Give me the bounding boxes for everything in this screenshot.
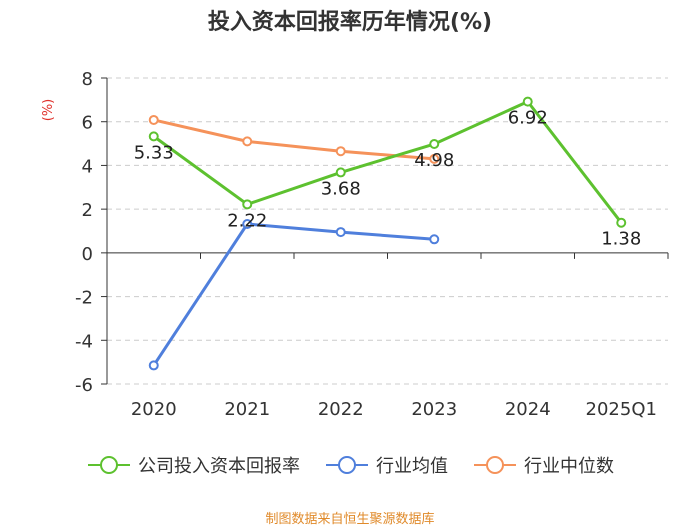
grid-layer [107, 77, 668, 385]
y-tick-label: -2 [75, 288, 93, 309]
data-label: 6.92 [508, 108, 548, 129]
legend-label: 行业均值 [376, 456, 448, 477]
data-point [429, 234, 440, 245]
legend-label: 公司投入资本回报率 [138, 456, 300, 477]
legend-item[interactable]: 行业中位数 [472, 452, 614, 478]
legend-item[interactable]: 公司投入资本回报率 [86, 452, 300, 478]
data-point [335, 146, 346, 157]
x-tick-label: 2023 [411, 399, 457, 420]
data-label: 2.22 [227, 210, 267, 231]
chart-title: 投入资本回报率历年情况(%) [207, 10, 493, 35]
data-label: 3.68 [321, 178, 361, 199]
legend-swatch-icon [474, 456, 516, 474]
legend-label: 行业中位数 [524, 456, 614, 477]
source-note: 制图数据来自恒生聚源数据库 [265, 512, 435, 527]
data-label: 1.38 [601, 229, 641, 250]
data-point [148, 360, 159, 371]
y-tick-label: 8 [82, 69, 93, 90]
data-point [148, 131, 159, 142]
x-tick-label: 2020 [131, 399, 177, 420]
series-line [153, 118, 435, 161]
y-tick-label: 4 [82, 156, 93, 177]
x-tick-label: 2024 [505, 399, 551, 420]
data-point [429, 153, 440, 164]
series-line [152, 222, 435, 367]
data-point [242, 136, 253, 147]
line-chart: 8 6 4 2 0 -2 -4 -6 2020 2021 2022 2023 2024 2025Q1 5.… [41, 69, 669, 420]
data-label-layer: 5.33 2.22 3.68 4.98 6.92 1.38 [134, 108, 642, 250]
y-tick-label: -6 [75, 375, 93, 396]
y-tick-label: 6 [82, 113, 93, 134]
x-tick-label: 2021 [224, 399, 270, 420]
data-point [522, 96, 533, 107]
data-point [429, 139, 440, 150]
data-label: 4.98 [414, 150, 454, 171]
legend-swatch-icon [326, 456, 368, 474]
data-point [616, 217, 627, 228]
y-tick-label: 2 [82, 200, 93, 221]
y-axis-label: (%) [41, 99, 56, 122]
series-line [152, 100, 623, 224]
y-tick-label: 0 [82, 244, 93, 265]
data-point [148, 114, 159, 125]
data-point [242, 219, 253, 230]
data-label: 5.33 [134, 142, 174, 163]
x-tick-label: 2022 [318, 399, 364, 420]
x-tick-label: 2025Q1 [586, 399, 657, 420]
data-point [242, 199, 253, 210]
legend-swatch-icon [88, 456, 130, 474]
legend: 公司投入资本回报率 行业均值 行业中位数 [0, 452, 700, 478]
legend-item[interactable]: 行业均值 [324, 452, 448, 478]
series-layer [148, 96, 627, 371]
y-tick-label: -4 [75, 331, 93, 352]
data-point [335, 227, 346, 238]
axis-layer: 8 6 4 2 0 -2 -4 -6 2020 2021 2022 2023 2024 2025Q1 [75, 69, 669, 420]
data-point [335, 167, 346, 178]
